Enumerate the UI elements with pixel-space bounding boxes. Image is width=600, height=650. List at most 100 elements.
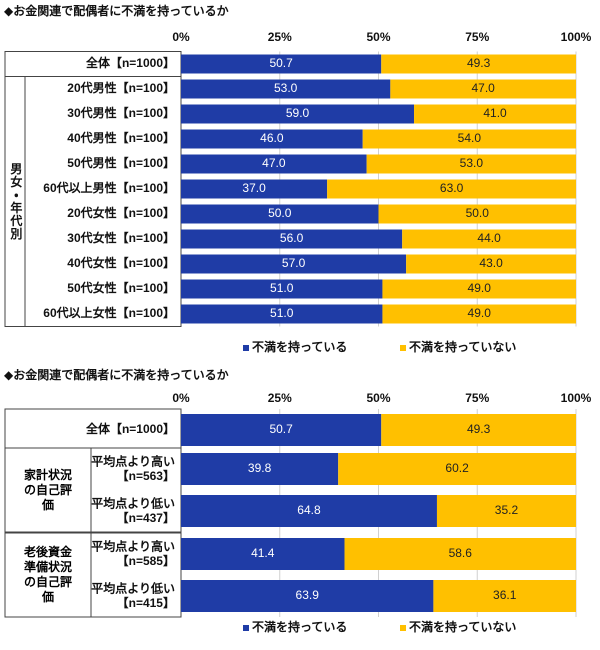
group-label: 男女・年代別 (9, 162, 23, 240)
category-label: 平均点より低い【n=415】 (91, 581, 175, 610)
group-frame (4, 447, 182, 533)
group-label: 老後資金準備状況の自己評価 (23, 545, 72, 604)
value-label: 58.6 (449, 546, 473, 560)
category-label: 40代男性【n=100】 (67, 130, 175, 145)
bar-segment (414, 104, 576, 124)
value-label: 39.8 (248, 461, 272, 475)
bar-segment (181, 204, 379, 224)
group-label-box: 老後資金準備状況の自己評価 (23, 545, 72, 604)
value-label: 60.2 (445, 461, 469, 475)
value-label: 49.0 (468, 306, 492, 320)
bar-segment (181, 453, 339, 485)
value-label: 50.0 (466, 206, 490, 220)
category-label: 平均点より高い【n=585】 (91, 539, 175, 568)
x-tick-label: 25% (268, 30, 292, 44)
bar-segment (181, 254, 407, 274)
bar-segment (181, 179, 328, 199)
category-label: 全体【n=1000】 (86, 55, 175, 70)
bar-segment (436, 495, 576, 527)
category-label: 30代男性【n=100】 (67, 105, 175, 120)
x-tick-label: 75% (465, 30, 489, 44)
bar-segment (181, 154, 367, 174)
value-label: 53.0 (460, 156, 484, 170)
category-label: 平均点より高い【n=563】 (91, 454, 175, 483)
bar-segment (181, 229, 403, 249)
category-label: 60代以上女性【n=100】 (43, 305, 175, 320)
x-tick-label: 100% (561, 391, 592, 405)
value-label: 36.1 (493, 588, 517, 602)
category-label: 全体【n=1000】 (86, 421, 175, 436)
value-label: 43.0 (479, 256, 503, 270)
group-label-box: 家計状況の自己評価 (23, 467, 72, 512)
value-label: 41.4 (251, 546, 275, 560)
legend-swatch (243, 345, 249, 351)
value-label: 47.0 (262, 156, 286, 170)
legend-swatch (243, 625, 249, 631)
bar-segment (338, 453, 576, 485)
legend-swatch (400, 625, 406, 631)
value-label: 53.0 (274, 81, 298, 95)
x-tick-label: 50% (366, 30, 390, 44)
value-label: 35.2 (495, 503, 519, 517)
group-frame (4, 532, 182, 618)
value-label: 37.0 (242, 181, 266, 195)
value-label: 50.7 (269, 422, 293, 436)
x-tick-label: 0% (172, 30, 190, 44)
group-label: 家計状況の自己評価 (23, 467, 72, 512)
legend-swatch (400, 345, 406, 351)
bar-segment (181, 304, 383, 324)
value-label: 41.0 (483, 106, 507, 120)
bar-segment (366, 154, 576, 174)
x-tick-label: 50% (366, 391, 390, 405)
bar-segment (327, 179, 576, 199)
value-label: 47.0 (471, 81, 495, 95)
value-label: 49.3 (467, 56, 491, 70)
bar-segment (181, 495, 437, 527)
category-label: 60代以上男性【n=100】 (43, 180, 175, 195)
value-label: 46.0 (260, 131, 284, 145)
value-label: 50.7 (269, 56, 293, 70)
bar-segment (382, 304, 576, 324)
bar-segment (362, 129, 576, 149)
value-label: 49.3 (467, 422, 491, 436)
bar-segment (181, 104, 415, 124)
value-label: 64.8 (297, 503, 321, 517)
value-label: 51.0 (270, 306, 294, 320)
x-tick-label: 100% (561, 30, 592, 44)
legend-label: 不満を持っている (252, 339, 347, 354)
value-label: 54.0 (458, 131, 482, 145)
bar-segment (378, 204, 576, 224)
value-label: 51.0 (270, 281, 294, 295)
bar-segment (181, 414, 382, 446)
category-label: 50代男性【n=100】 (67, 155, 175, 170)
value-label: 59.0 (286, 106, 310, 120)
x-tick-label: 25% (268, 391, 292, 405)
bar-segment (181, 79, 391, 99)
value-label: 44.0 (477, 231, 501, 245)
category-label: 40代女性【n=100】 (67, 255, 175, 270)
x-tick-label: 0% (172, 391, 190, 405)
chart-title: ◆お金関連で配偶者に不満を持っているか (4, 367, 229, 382)
bar-segment (181, 580, 434, 612)
value-label: 57.0 (282, 256, 306, 270)
category-label: 50代女性【n=100】 (67, 280, 175, 295)
x-tick-label: 75% (465, 391, 489, 405)
value-label: 50.0 (268, 206, 292, 220)
legend-label: 不満を持っていない (409, 619, 516, 634)
bar-segment (181, 279, 383, 299)
category-label: 平均点より低い【n=437】 (91, 496, 175, 525)
bar-segment (433, 580, 576, 612)
bar-segment (402, 229, 576, 249)
group-frame (4, 76, 182, 327)
category-label: 20代女性【n=100】 (67, 205, 175, 220)
value-label: 49.0 (468, 281, 492, 295)
chart-title: ◆お金関連で配偶者に不満を持っているか (4, 3, 229, 18)
bar-segment (406, 254, 576, 274)
bar-segment (181, 538, 345, 570)
legend-label: 不満を持っている (252, 619, 347, 634)
legend-label: 不満を持っていない (409, 339, 516, 354)
bar-segment (381, 414, 576, 446)
bar-segment (181, 54, 382, 74)
